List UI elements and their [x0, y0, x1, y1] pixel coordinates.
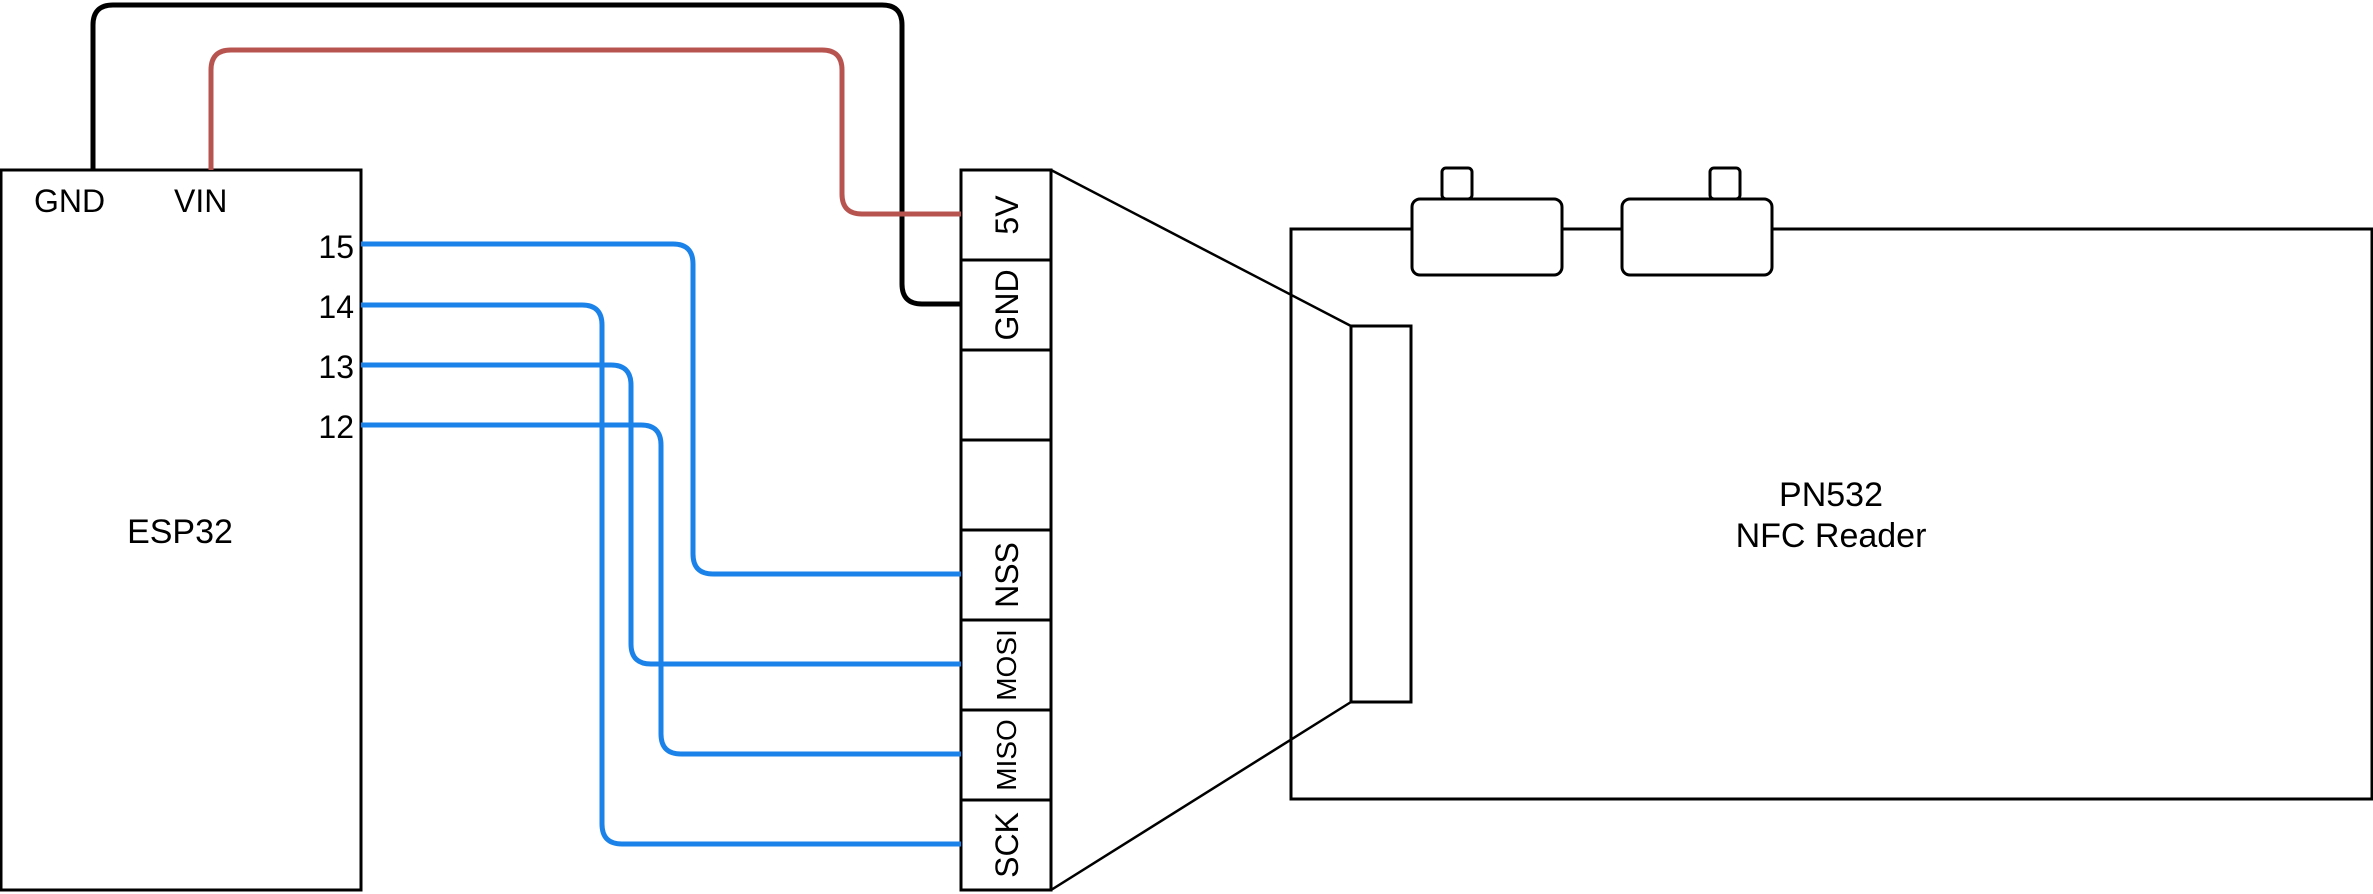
esp32-pin-15-label: 15: [318, 229, 354, 265]
pn532-jumper-2: [1620, 197, 1774, 277]
pin-connector: 5V GND NSS MOSI MISO SCK: [959, 168, 1053, 892]
zoom-line-top: [1050, 168, 1352, 328]
zoom-line-bottom: [1050, 700, 1352, 892]
pn532-jumper-1-cap: [1440, 166, 1474, 201]
connector-sck-label: SCK: [989, 812, 1025, 878]
esp32-body: [0, 168, 363, 892]
pn532-board: PN532 NFC Reader: [1289, 166, 2373, 801]
pin15-nss-wire: [361, 241, 961, 577]
connector-pin-miso: [959, 708, 1053, 802]
esp32-vin-pin-label: VIN: [174, 183, 227, 219]
esp32-board: GND VIN 15 14 13 12 ESP32: [0, 168, 363, 892]
pn532-jumper-2-cap: [1708, 166, 1742, 201]
gnd-wire: [90, 2, 961, 307]
pn532-jumper-1: [1410, 197, 1564, 277]
connector-pin-mosi: [959, 618, 1053, 712]
connector-pin-empty-1: [959, 348, 1053, 442]
connector-pin-empty-2: [959, 438, 1053, 532]
pn532-title: PN532: [1779, 476, 1883, 514]
connector-gnd-label: GND: [989, 269, 1025, 340]
pn532-header-socket: [1349, 324, 1413, 704]
esp32-title: ESP32: [127, 513, 233, 551]
esp32-pin-12-label: 12: [318, 409, 354, 445]
vin-wire: [208, 47, 961, 217]
connector-pin-5v: [959, 168, 1053, 262]
esp32-pin-14-label: 14: [318, 289, 354, 325]
connector-nss-label: NSS: [989, 542, 1025, 608]
pn532-body: [1289, 227, 2373, 801]
pin12-miso-wire: [361, 422, 961, 757]
connector-miso-label: MISO: [991, 719, 1022, 791]
esp32-gnd-pin-label: GND: [34, 183, 105, 219]
esp32-pin-13-label: 13: [318, 349, 354, 385]
pin13-mosi-wire: [361, 362, 961, 667]
connector-pin-sck: [959, 798, 1053, 892]
connector-mosi-label: MOSI: [991, 629, 1022, 701]
pin14-sck-wire: [361, 302, 961, 847]
connector-5v-label: 5V: [989, 195, 1025, 235]
pn532-subtitle: NFC Reader: [1736, 517, 1927, 555]
